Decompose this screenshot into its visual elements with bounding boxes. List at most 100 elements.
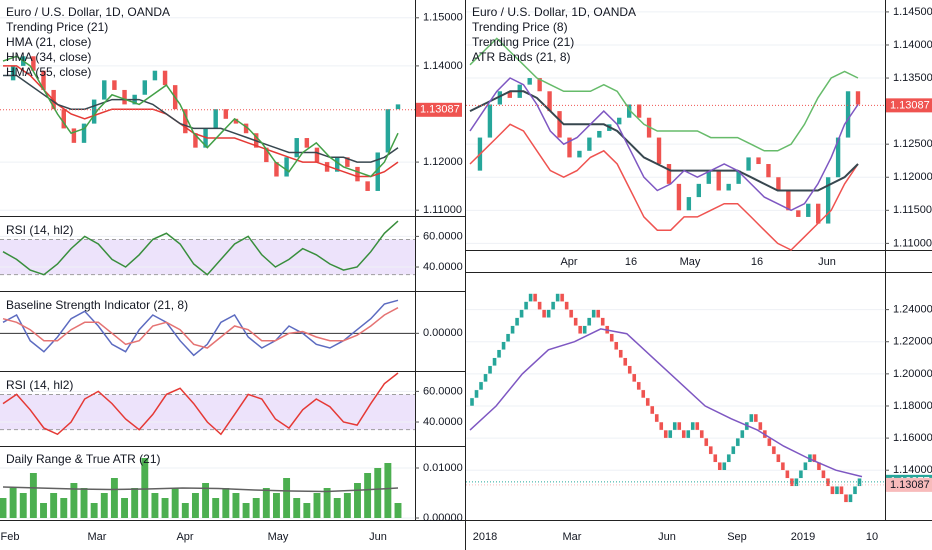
x-tick-label: Jun bbox=[818, 256, 836, 268]
last-price-box bbox=[886, 98, 932, 113]
last-price-label: 1.13087 bbox=[890, 479, 930, 491]
y-tick-label: 0.00000 bbox=[423, 512, 463, 524]
range-bar bbox=[110, 478, 118, 518]
range-bar bbox=[151, 493, 159, 518]
y-tick-label: 1.16000 bbox=[893, 432, 932, 444]
x-tick-label: Apr bbox=[176, 531, 193, 543]
x-tick-label: Feb bbox=[1, 531, 20, 543]
candle bbox=[71, 128, 77, 143]
y-tick-label: 1.11000 bbox=[423, 204, 462, 216]
renko-brick bbox=[677, 421, 682, 431]
y-tick-label: 40.0000 bbox=[423, 261, 463, 273]
renko-brick bbox=[713, 453, 718, 463]
last-price-box bbox=[416, 102, 462, 117]
renko-brick bbox=[600, 317, 605, 326]
range-bar bbox=[0, 498, 7, 518]
candle bbox=[527, 78, 532, 85]
renko-brick bbox=[483, 373, 488, 383]
renko-brick bbox=[798, 470, 804, 479]
range-bar bbox=[343, 493, 351, 518]
renko-brick bbox=[550, 301, 556, 310]
candle bbox=[666, 164, 672, 184]
renko-brick bbox=[731, 445, 736, 455]
renko-brick bbox=[622, 357, 628, 367]
indicator-line bbox=[469, 37, 859, 152]
range-bar bbox=[252, 498, 260, 518]
candle bbox=[243, 123, 249, 134]
candle bbox=[636, 104, 642, 118]
x-tick-label: Mar bbox=[563, 531, 582, 543]
renko-brick bbox=[573, 317, 578, 326]
y-tick-label: 0.00000 bbox=[423, 327, 463, 339]
legend-item: RSI (14, hl2) bbox=[6, 223, 73, 237]
renko-brick bbox=[771, 445, 777, 455]
renko-brick bbox=[834, 486, 840, 495]
range-bar bbox=[354, 483, 361, 518]
candle bbox=[345, 157, 350, 167]
last-price-label: 1.13087 bbox=[890, 99, 930, 111]
range-bar bbox=[100, 493, 108, 518]
range-bar bbox=[242, 503, 250, 518]
candle bbox=[294, 138, 299, 158]
candle bbox=[41, 70, 46, 90]
range-bar bbox=[60, 498, 68, 518]
range-bar bbox=[161, 498, 169, 518]
candle bbox=[122, 89, 127, 105]
candle bbox=[31, 56, 36, 71]
renko-brick bbox=[812, 453, 817, 463]
renko-brick bbox=[492, 357, 497, 367]
renko-brick bbox=[505, 333, 511, 342]
indicator-line bbox=[2, 486, 399, 493]
range-bar bbox=[80, 488, 88, 518]
renko-brick bbox=[609, 333, 614, 342]
renko-brick bbox=[726, 453, 732, 463]
range-bar bbox=[384, 463, 392, 518]
y-tick-label: 1.22000 bbox=[893, 336, 932, 348]
renko-brick bbox=[487, 365, 493, 375]
renko-brick bbox=[523, 301, 529, 310]
candle bbox=[365, 181, 370, 191]
y-tick-label: 60.0000 bbox=[423, 385, 463, 397]
candle bbox=[497, 91, 503, 105]
candle bbox=[696, 183, 702, 198]
renko-brick bbox=[532, 293, 538, 302]
candle bbox=[183, 109, 188, 134]
renko-brick bbox=[758, 421, 763, 431]
x-tick-label: 16 bbox=[751, 256, 763, 268]
legend-item: HMA (21, close) bbox=[6, 35, 91, 49]
candle bbox=[816, 203, 821, 224]
candle bbox=[835, 137, 841, 178]
x-tick-label: 2018 bbox=[473, 531, 497, 543]
renko-brick bbox=[704, 437, 709, 447]
candle bbox=[81, 123, 87, 143]
range-bar bbox=[70, 483, 78, 518]
candle bbox=[314, 147, 320, 163]
candle bbox=[142, 80, 148, 95]
y-tick-label: 1.14000 bbox=[893, 39, 932, 51]
range-bar bbox=[19, 493, 27, 518]
candle bbox=[786, 190, 791, 211]
renko-brick bbox=[659, 421, 664, 431]
candle bbox=[676, 183, 682, 211]
candle bbox=[193, 133, 198, 148]
y-tick-label: 40.0000 bbox=[423, 416, 463, 428]
x-tick-label: May bbox=[680, 256, 701, 268]
candle bbox=[284, 157, 289, 177]
candle bbox=[587, 137, 592, 151]
candle bbox=[112, 80, 117, 90]
legend-item: HMA (55, close) bbox=[6, 65, 91, 79]
candle bbox=[855, 91, 861, 105]
candle bbox=[686, 197, 692, 211]
candle bbox=[557, 111, 562, 138]
renko-brick bbox=[618, 349, 623, 358]
y-tick-label: 1.13500 bbox=[893, 72, 932, 84]
renko-brick bbox=[830, 486, 835, 495]
renko-brick bbox=[582, 325, 587, 334]
x-tick-label: Mar bbox=[88, 531, 107, 543]
renko-brick bbox=[663, 429, 668, 439]
candle bbox=[567, 137, 572, 158]
renko-brick bbox=[568, 309, 574, 318]
renko-brick bbox=[541, 309, 547, 318]
indicator-line bbox=[3, 65, 399, 178]
candle bbox=[825, 177, 831, 224]
